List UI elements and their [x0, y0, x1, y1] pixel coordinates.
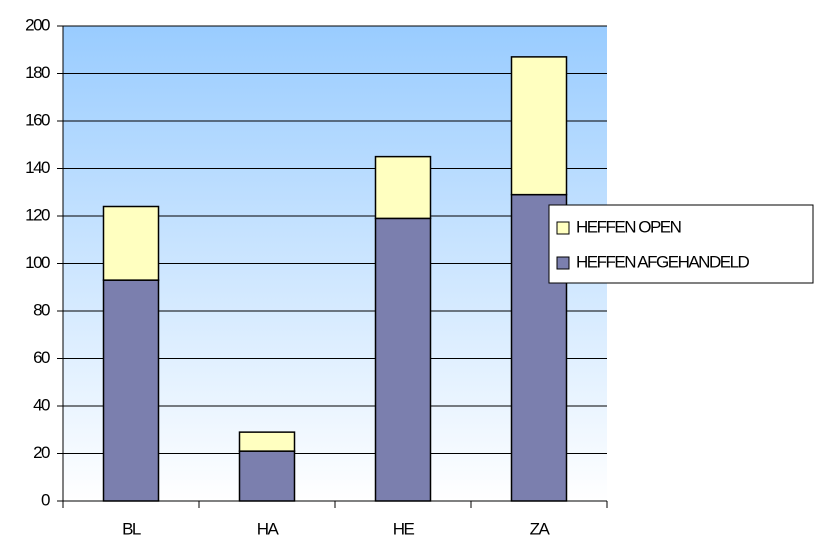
y-tick-label: 0	[41, 490, 50, 509]
y-tick-label: 20	[33, 443, 50, 462]
x-tick-label: ZA	[530, 519, 551, 538]
x-tick-label: HA	[257, 519, 280, 538]
bar	[102, 205, 160, 281]
y-tick-label: 100	[25, 253, 50, 272]
y-tick-label: 200	[25, 15, 50, 34]
bar	[238, 431, 296, 452]
x-tick-label: HE	[393, 519, 415, 538]
bar	[374, 155, 432, 220]
y-tick-label: 60	[33, 348, 50, 367]
legend-swatch	[556, 221, 570, 235]
x-tick-label: BL	[122, 519, 141, 538]
legend	[548, 204, 814, 284]
bar	[102, 279, 160, 502]
legend-label: HEFFEN OPEN	[576, 217, 681, 236]
y-tick-label: 40	[33, 395, 50, 414]
y-tick-label: 180	[25, 63, 50, 82]
y-tick-label: 80	[33, 300, 50, 319]
y-tick-label: 140	[25, 158, 50, 177]
bar	[510, 56, 568, 196]
bar	[238, 450, 296, 502]
y-tick-label: 160	[25, 110, 50, 129]
y-tick-label: 120	[25, 205, 50, 224]
bar	[374, 217, 432, 502]
legend-label: HEFFEN AFGEHANDELD	[576, 252, 750, 271]
legend-swatch	[556, 256, 570, 270]
